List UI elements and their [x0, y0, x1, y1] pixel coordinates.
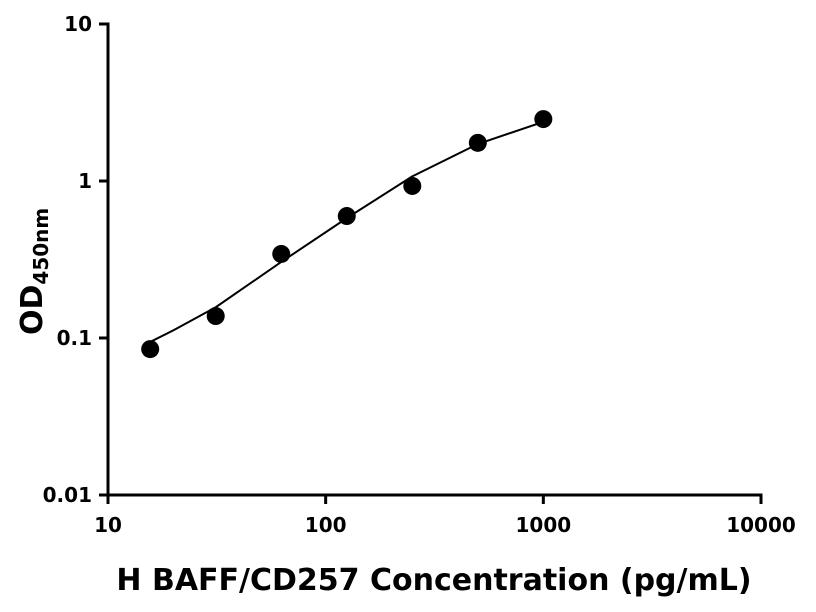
y-axis-label-sub: 450nm	[29, 208, 53, 285]
y-tick-label: 10	[64, 12, 92, 36]
y-tick-label: 0.01	[43, 483, 92, 507]
x-tick-label: 10000	[726, 513, 796, 537]
y-tick-label: 1	[78, 169, 92, 193]
x-tick-label: 10	[94, 513, 122, 537]
y-tick-label: 0.1	[57, 326, 92, 350]
y-axis-label: OD450nm	[15, 208, 53, 335]
data-point	[272, 244, 291, 263]
fit-curve	[147, 120, 544, 344]
data-point	[403, 176, 422, 195]
y-axis-label-main: OD	[15, 285, 50, 335]
x-axis-label: H BAFF/CD257 Concentration (pg/mL)	[116, 563, 751, 598]
data-point	[141, 340, 160, 359]
data-point	[534, 110, 553, 129]
x-tick-label: 1000	[515, 513, 571, 537]
data-point	[206, 307, 225, 326]
x-tick-label: 100	[305, 513, 347, 537]
